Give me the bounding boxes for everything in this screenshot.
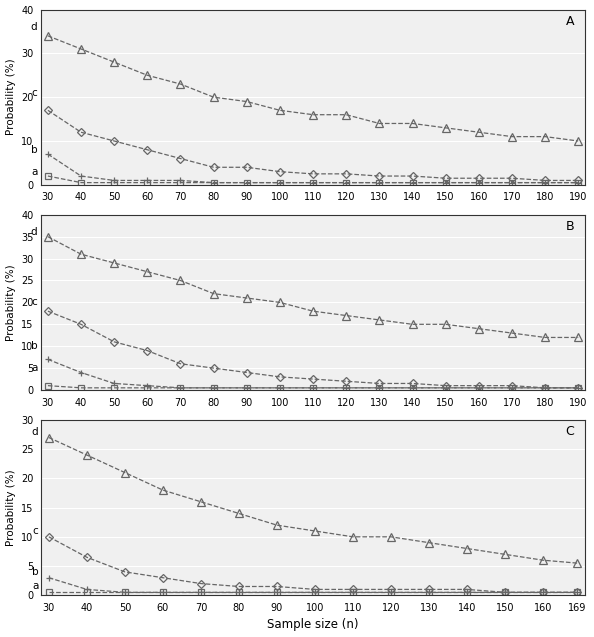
Y-axis label: Probability (%): Probability (%) xyxy=(5,264,15,341)
Text: b: b xyxy=(31,567,38,577)
Text: d: d xyxy=(31,227,37,238)
Text: c: c xyxy=(31,297,37,308)
Text: a: a xyxy=(32,582,38,592)
Text: c: c xyxy=(31,88,37,98)
Text: a: a xyxy=(31,363,37,373)
Y-axis label: Probability (%): Probability (%) xyxy=(6,59,15,136)
Y-axis label: Probability (%): Probability (%) xyxy=(5,469,15,546)
Text: d: d xyxy=(31,427,38,437)
Text: A: A xyxy=(565,15,574,28)
Text: a: a xyxy=(31,167,37,176)
Text: b: b xyxy=(31,341,37,351)
Text: B: B xyxy=(565,220,574,233)
Text: C: C xyxy=(565,426,574,438)
Text: c: c xyxy=(33,526,38,536)
Text: d: d xyxy=(31,22,37,32)
Text: b: b xyxy=(31,145,37,155)
X-axis label: Sample size (n): Sample size (n) xyxy=(267,619,359,631)
